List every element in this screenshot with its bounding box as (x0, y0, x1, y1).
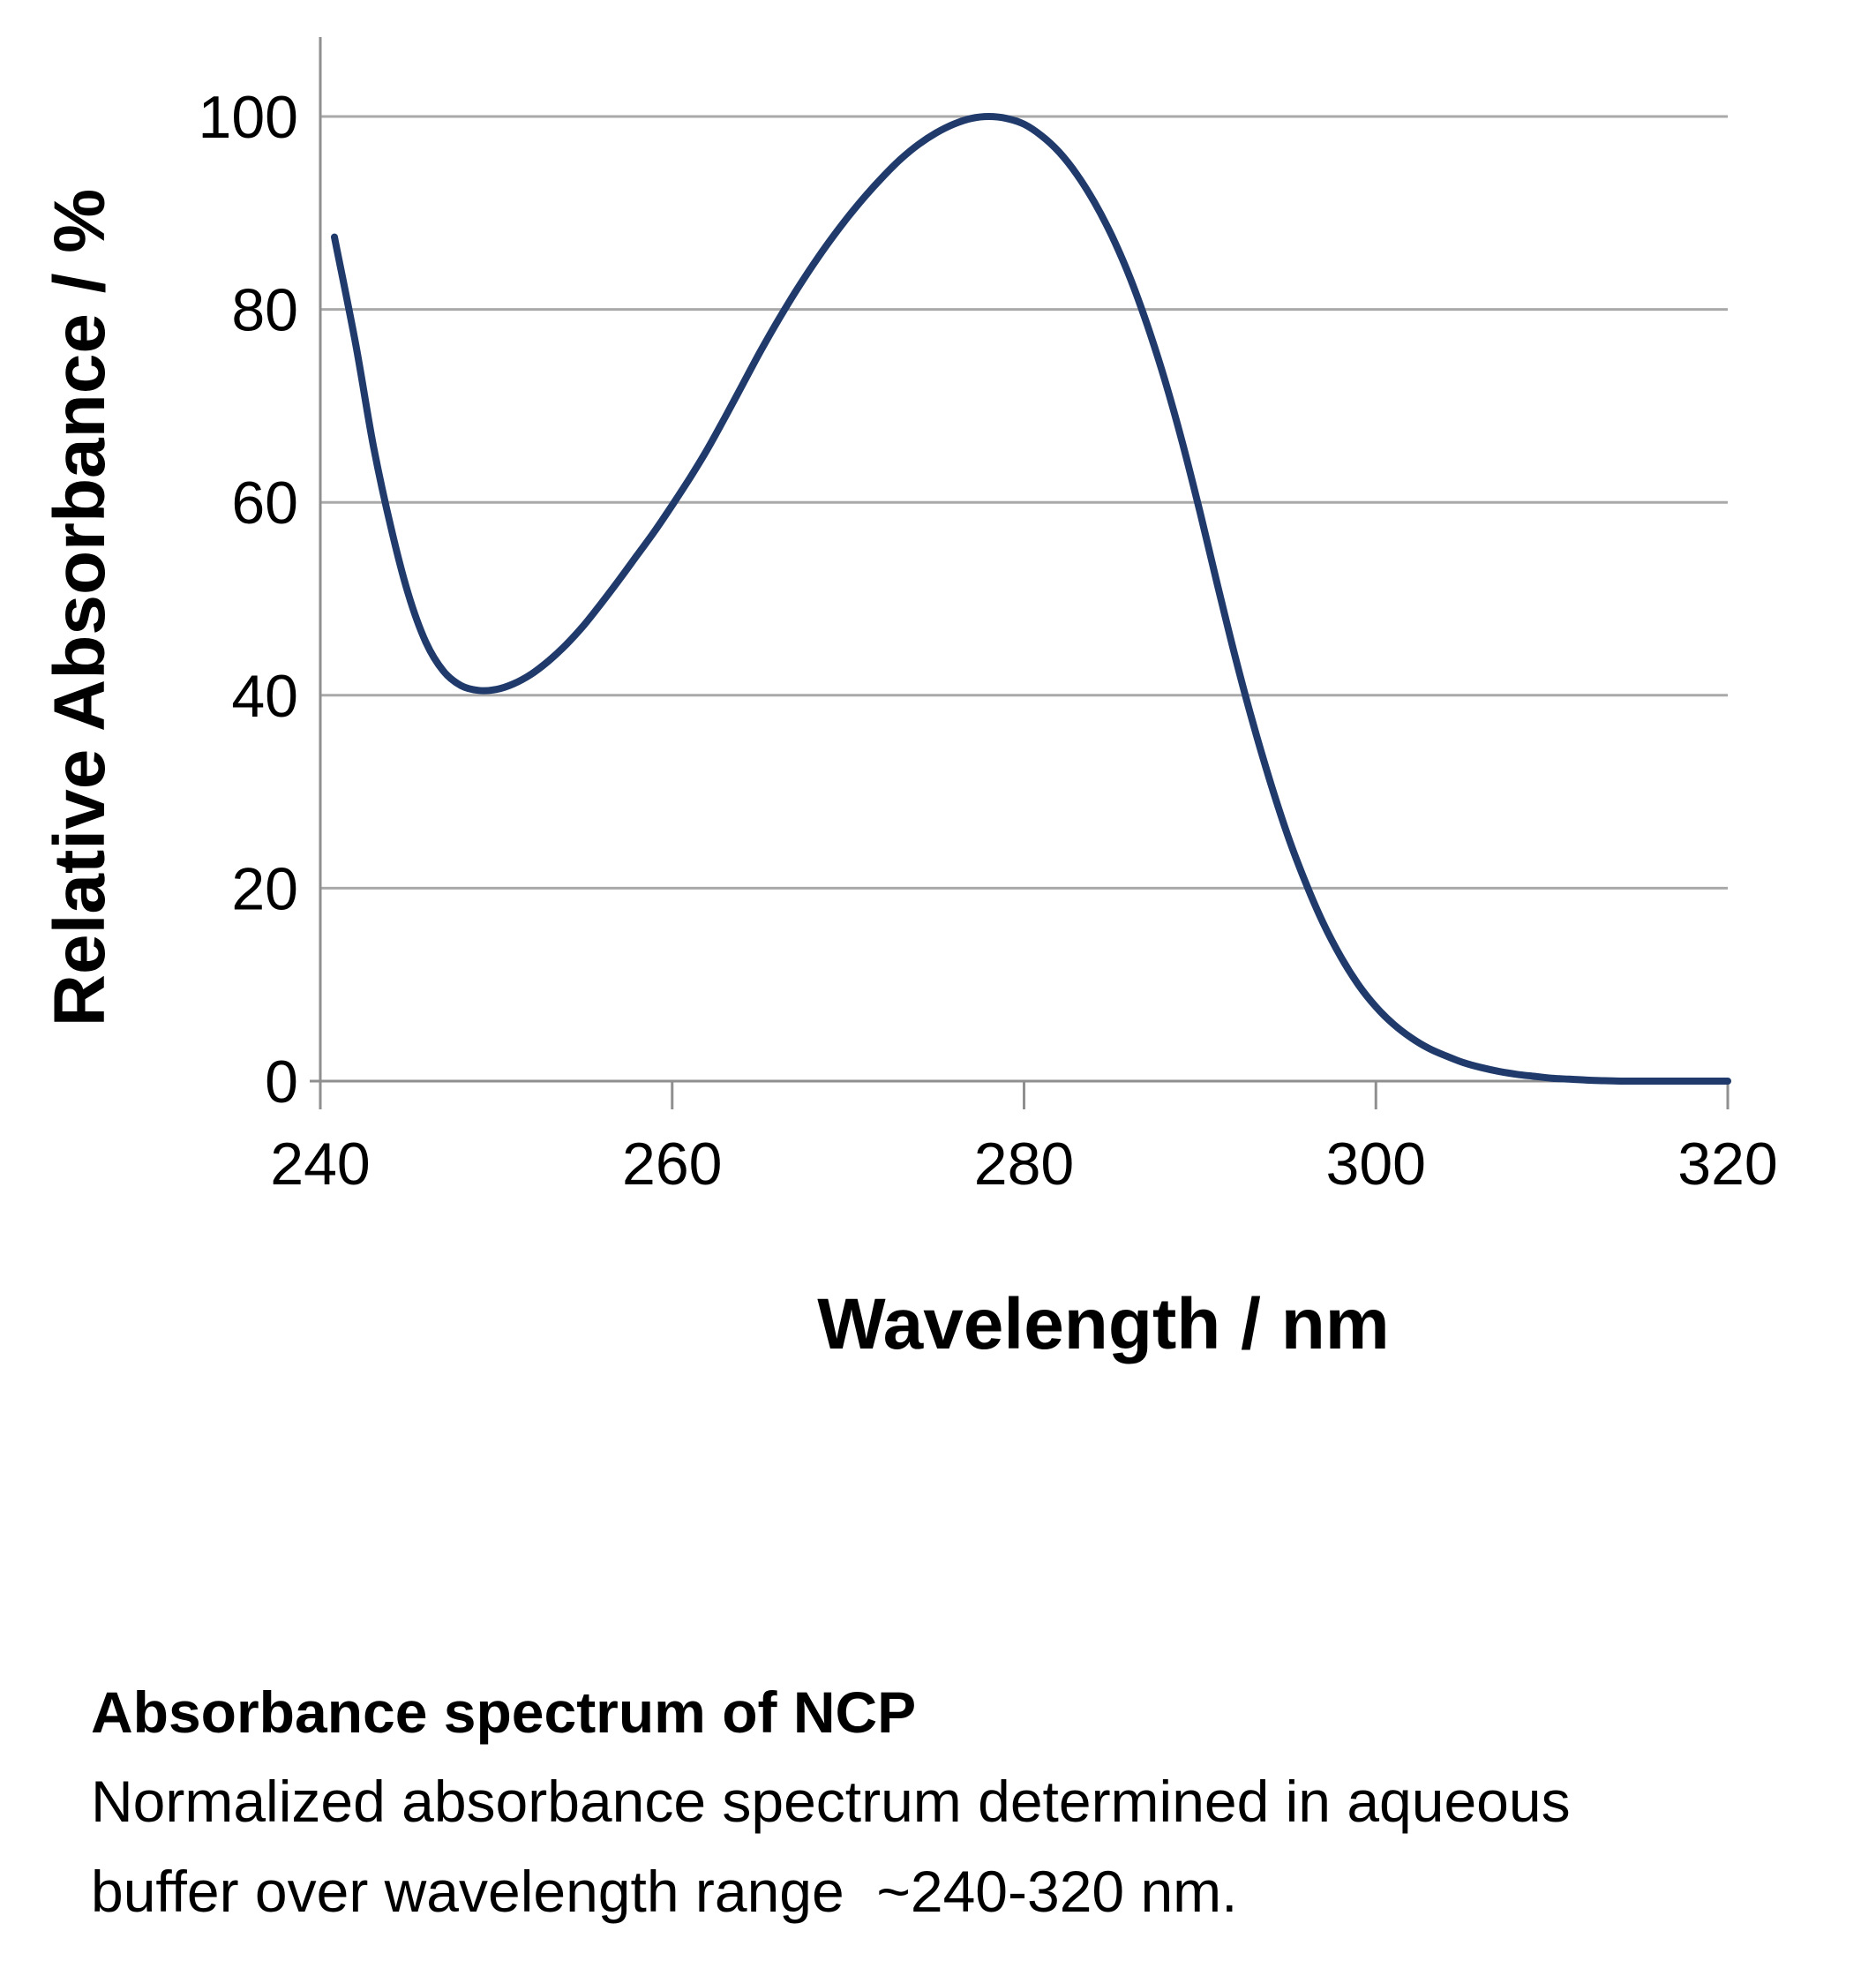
absorbance-curve (331, 113, 1731, 1086)
x-tick-labels: 240 260 280 300 320 (270, 1131, 1777, 1198)
x-tick-label: 240 (270, 1131, 370, 1198)
figure-caption: Absorbance spectrum of NCP Normalized ab… (91, 1668, 1856, 1936)
y-axis-title: Relative Absorbance / % (40, 189, 120, 1026)
caption-text-line-2: buffer over wavelength range ~240-320 nm… (91, 1859, 1238, 1924)
x-tick-label: 260 (622, 1131, 722, 1198)
y-tick-label: 0 (265, 1048, 298, 1116)
y-tick-label: 60 (231, 470, 298, 537)
x-tick-label: 320 (1677, 1131, 1777, 1198)
caption-title: Absorbance spectrum of NCP (91, 1679, 917, 1745)
y-tick-labels: 0 20 40 60 80 100 (199, 84, 298, 1116)
x-axis-title: Wavelength / nm (817, 1284, 1389, 1364)
y-tick-label: 100 (199, 84, 298, 151)
x-tick-label: 280 (974, 1131, 1074, 1198)
y-tick-label: 20 (231, 855, 298, 922)
gridlines (320, 115, 1728, 890)
absorbance-chart: 240 260 280 300 320 0 20 40 60 80 100 Wavelength … (40, 37, 1778, 1364)
x-tick-label: 300 (1326, 1131, 1426, 1198)
x-tick-marks (319, 1081, 1730, 1109)
caption-text-line-1: Normalized absorbance spectrum determine… (91, 1769, 1571, 1834)
y-tick-label: 40 (231, 663, 298, 730)
y-tick-label: 80 (231, 277, 298, 344)
